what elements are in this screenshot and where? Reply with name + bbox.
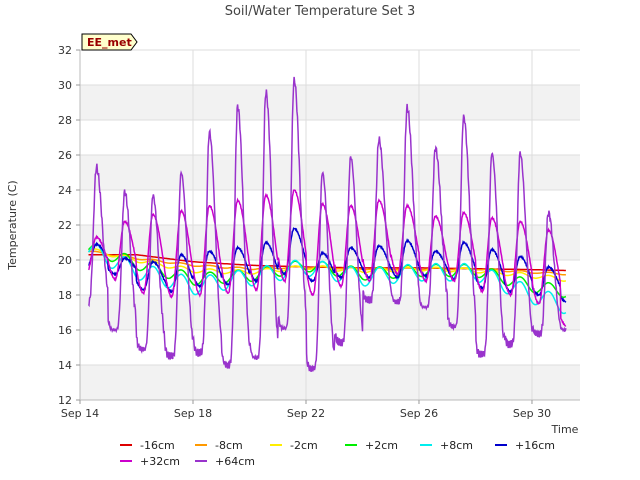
x-tick-label: Sep 26 bbox=[400, 407, 438, 420]
legend-label: +16cm bbox=[515, 439, 555, 452]
station-badge: EE_met bbox=[81, 33, 138, 51]
legend-item: -8cm bbox=[195, 439, 243, 452]
legend: -16cm -8cm -2cm +2cm +8cm +16cm +32cm +64cm bbox=[120, 439, 555, 468]
plot-band bbox=[80, 85, 580, 120]
y-axis-title: Temperature (C) bbox=[6, 180, 19, 270]
legend-item: +16cm bbox=[495, 439, 555, 452]
legend-item: +8cm bbox=[420, 439, 473, 452]
legend-label: +2cm bbox=[365, 439, 398, 452]
y-tick-label: 30 bbox=[58, 79, 72, 92]
y-tick-label: 22 bbox=[58, 219, 72, 232]
x-tick-label: Sep 30 bbox=[513, 407, 551, 420]
y-tick-label: 26 bbox=[58, 149, 72, 162]
legend-item: +64cm bbox=[195, 455, 255, 468]
plot-band bbox=[80, 365, 580, 400]
y-tick-label: 24 bbox=[58, 184, 72, 197]
y-tick-label: 16 bbox=[58, 324, 72, 337]
y-tick-label: 28 bbox=[58, 114, 72, 127]
x-tick-label: Sep 14 bbox=[61, 407, 99, 420]
series-layer bbox=[87, 76, 567, 372]
series-line-plus64cm bbox=[87, 76, 567, 372]
legend-label: -16cm bbox=[140, 439, 175, 452]
y-tick-label: 12 bbox=[58, 394, 72, 407]
chart-title: Soil/Water Temperature Set 3 bbox=[225, 4, 416, 19]
legend-item: -16cm bbox=[120, 439, 175, 452]
plot-band bbox=[80, 155, 580, 190]
axes: 12 14 16 18 20 22 24 26 28 30 32 Sep 14 Sep 18 Sep 22… bbox=[58, 44, 580, 420]
y-tick-label: 18 bbox=[58, 289, 72, 302]
y-tick-label: 20 bbox=[58, 254, 72, 267]
x-tick-label: Sep 18 bbox=[174, 407, 212, 420]
legend-item: +32cm bbox=[120, 455, 180, 468]
legend-label: -2cm bbox=[290, 439, 318, 452]
legend-item: -2cm bbox=[270, 439, 318, 452]
legend-label: +8cm bbox=[440, 439, 473, 452]
legend-label: +32cm bbox=[140, 455, 180, 468]
legend-label: -8cm bbox=[215, 439, 243, 452]
x-tick-label: Sep 22 bbox=[287, 407, 325, 420]
x-axis-title: Time bbox=[551, 423, 579, 436]
plot-band bbox=[80, 225, 580, 260]
y-tick-label: 32 bbox=[58, 44, 72, 57]
y-tick-label: 14 bbox=[58, 359, 72, 372]
legend-label: +64cm bbox=[215, 455, 255, 468]
station-badge-label: EE_met bbox=[87, 36, 132, 49]
legend-item: +2cm bbox=[345, 439, 398, 452]
